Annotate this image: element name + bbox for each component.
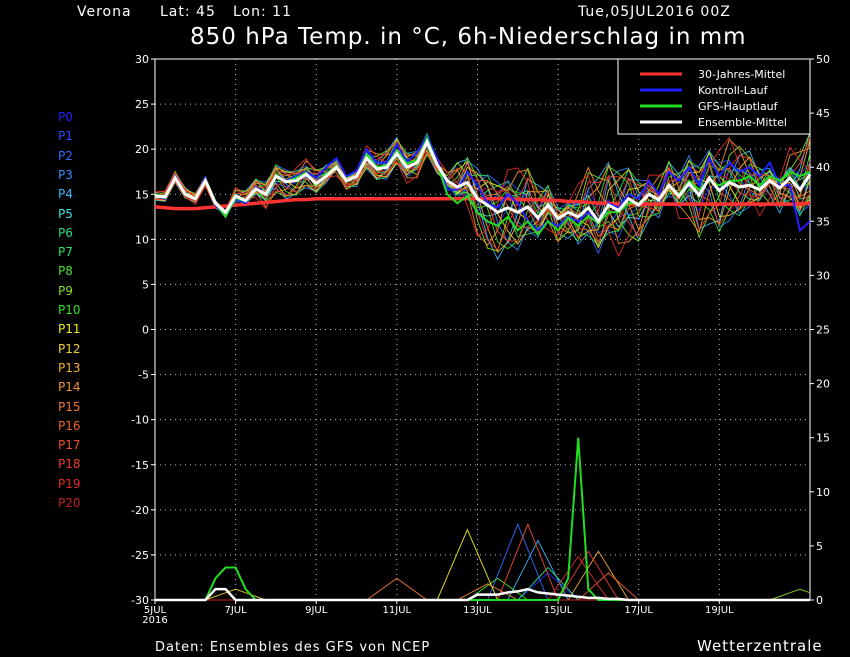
member-legend-p1: P1	[58, 129, 73, 144]
chart-title: 850 hPa Temp. in °C, 6h-Niederschlag in …	[190, 24, 747, 50]
y-left-tick-label: -15	[131, 459, 149, 472]
y-left-tick-label: 25	[135, 98, 149, 111]
legend-label: 30-Jahres-Mittel	[698, 68, 785, 81]
member-precip-line	[155, 539, 810, 601]
member-legend-p15: P15	[58, 399, 81, 414]
y-right-tick-label: 10	[816, 486, 830, 499]
member-temp-line	[154, 138, 811, 243]
y-left-tick-label: 0	[142, 324, 149, 337]
member-legend-p14: P14	[58, 380, 81, 395]
member-legend-p0: P0	[58, 110, 73, 124]
member-legend-p9: P9	[58, 283, 73, 298]
member-legend-p11: P11	[58, 322, 81, 337]
legend-label: Kontroll-Lauf	[698, 84, 769, 97]
brand-label: Wetterzentrale	[697, 637, 823, 655]
y-left-tick-label: -10	[131, 414, 149, 427]
member-legend-p18: P18	[58, 457, 81, 472]
y-left-tick-label: 5	[142, 278, 149, 291]
member-legend-p8: P8	[58, 264, 73, 279]
y-left-tick-label: -30	[131, 594, 149, 607]
member-precip-line	[155, 550, 810, 601]
gfs-main-precip-line	[155, 437, 810, 601]
y-right-tick-label: 35	[816, 215, 830, 228]
y-left-tick-label: 20	[135, 143, 149, 156]
y-left-tick-label: 30	[135, 53, 149, 66]
ensemble-mean-temp-line	[154, 138, 812, 224]
location-label: Verona	[77, 4, 132, 20]
climatology-line	[154, 197, 811, 211]
y-left-tick-label: -20	[131, 504, 149, 517]
x-tick-label: 13JUL	[463, 605, 492, 616]
y-right-tick-label: 40	[816, 161, 830, 174]
member-legend-p2: P2	[58, 148, 73, 163]
y-left-tick-label: -5	[138, 369, 149, 382]
member-temp-line	[154, 137, 811, 254]
y-left-tick-label: -25	[131, 549, 149, 562]
member-temp-line	[154, 133, 811, 252]
member-precip-line	[155, 550, 810, 601]
y-right-tick-label: 45	[816, 107, 830, 120]
legend-label: Ensemble-Mittel	[698, 116, 787, 129]
y-right-tick-label: 30	[816, 269, 830, 282]
member-legend-p7: P7	[58, 245, 73, 260]
y-right-tick-label: 50	[816, 53, 830, 66]
member-legend-p17: P17	[58, 438, 81, 453]
member-temp-line	[154, 138, 811, 246]
x-tick-label: 5JUL	[144, 605, 167, 616]
member-legend-p10: P10	[58, 303, 81, 317]
y-left-tick-label: 10	[135, 233, 149, 246]
ensemble-mean-precip-line	[155, 587, 810, 602]
member-legend-p5: P5	[58, 206, 73, 221]
member-legend-p20: P20	[58, 496, 81, 510]
member-temp-line	[154, 140, 811, 242]
y-left-tick-label: 15	[135, 188, 149, 201]
legend-label: GFS-Hauptlauf	[698, 100, 779, 113]
x-tick-label: 17JUL	[624, 605, 653, 616]
x-tick-sublabel: 2016	[142, 615, 167, 626]
member-temp-line	[154, 134, 811, 245]
member-temp-line	[154, 136, 811, 258]
x-tick-label: 7JUL	[225, 605, 248, 616]
lon-label: Lon: 11	[233, 4, 292, 20]
source-label: Daten: Ensembles des GFS von NCEP	[155, 640, 431, 655]
member-legend-p16: P16	[58, 418, 81, 433]
x-tick-label: 15JUL	[544, 605, 573, 616]
member-legend-p6: P6	[58, 225, 73, 240]
member-legend-p13: P13	[58, 360, 81, 375]
member-legend-p4: P4	[58, 187, 73, 202]
y-right-tick-label: 5	[816, 540, 823, 553]
member-temp-line	[154, 135, 811, 249]
member-legend-p3: P3	[58, 167, 73, 182]
member-temp-line	[154, 137, 811, 251]
run-label: Tue,05JUL2016 00Z	[578, 4, 731, 20]
y-right-tick-label: 20	[816, 378, 830, 391]
x-tick-label: 11JUL	[383, 605, 412, 616]
plot-frame	[154, 58, 811, 601]
member-legend-p12: P12	[58, 341, 81, 356]
y-right-tick-label: 25	[816, 324, 830, 337]
lat-label: Lat: 45	[160, 4, 216, 20]
member-legend-p19: P19	[58, 476, 81, 491]
y-right-tick-label: 0	[816, 594, 823, 607]
x-tick-label: 9JUL	[305, 605, 328, 616]
y-right-tick-label: 15	[816, 432, 830, 445]
x-tick-label: 19JUL	[705, 605, 734, 616]
